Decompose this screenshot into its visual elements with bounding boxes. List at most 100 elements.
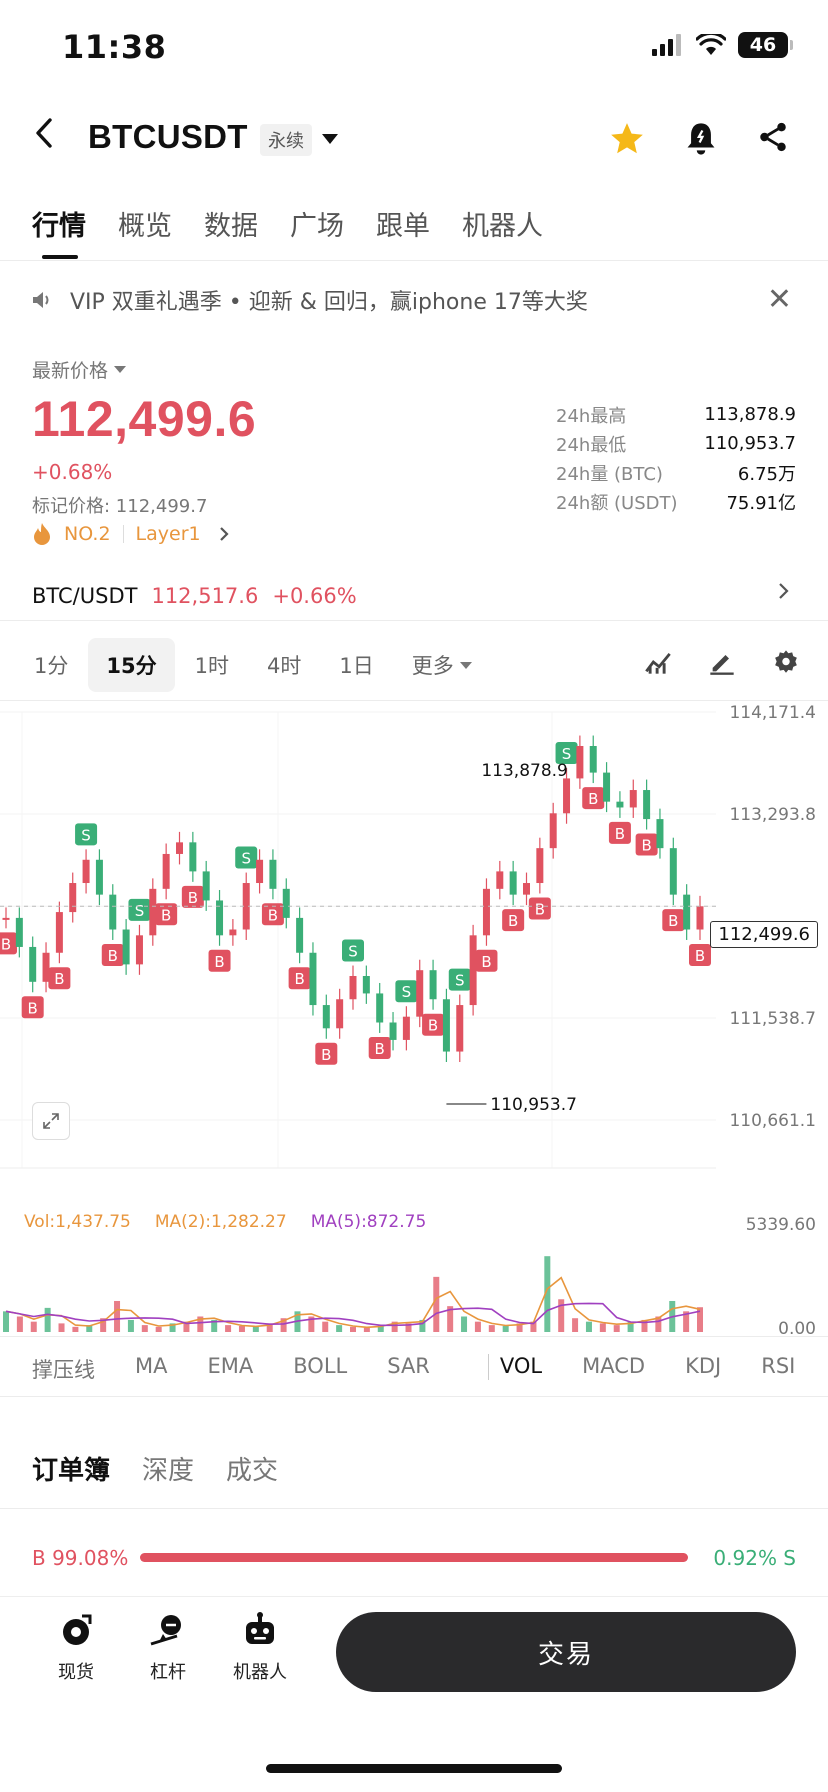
close-icon[interactable]: ✕	[766, 282, 792, 317]
tab-orderbook[interactable]: 订单簿	[32, 1456, 111, 1486]
spot-price: 112,517.6	[151, 584, 259, 608]
last-price-label[interactable]: 最新价格	[32, 356, 127, 383]
volume-bar	[58, 1323, 65, 1332]
tab-copy-trade[interactable]: 跟单	[376, 211, 430, 242]
stat-row-high: 24h最高 113,878.9	[556, 400, 796, 429]
volume-bar	[655, 1316, 662, 1332]
dropdown-caret-icon	[114, 366, 127, 373]
interval-4h[interactable]: 4时	[266, 654, 302, 678]
interval-15m[interactable]: 15分	[88, 638, 175, 692]
tab-overview[interactable]: 概览	[118, 211, 172, 242]
volume-bar	[697, 1307, 703, 1332]
volume-bar	[225, 1325, 232, 1332]
x-tick-label: 22:00	[530, 1178, 579, 1180]
volume-bar	[114, 1300, 121, 1332]
candle-body	[42, 952, 50, 982]
tab-depth[interactable]: 深度	[142, 1456, 195, 1486]
nav-robot-label: 机器人	[233, 1662, 287, 1683]
settings-gear-icon[interactable]	[772, 648, 800, 676]
stat-row-volume: 24h量 (BTC) 6.75万	[556, 458, 796, 487]
tab-market[interactable]: 行情	[32, 204, 86, 263]
indicator-ema[interactable]: EMA	[207, 1354, 254, 1378]
interval-1d[interactable]: 1日	[339, 654, 374, 678]
svg-text:S: S	[348, 943, 358, 961]
chart-top-divider	[0, 700, 828, 701]
back-arrow-icon[interactable]	[28, 116, 62, 150]
indicator-macd[interactable]: MACD	[582, 1354, 646, 1378]
svg-text:B: B	[321, 1046, 331, 1064]
volume-bar	[377, 1325, 384, 1332]
svg-text:B: B	[375, 1040, 385, 1058]
tab-square[interactable]: 广场	[290, 211, 344, 242]
category-tag[interactable]: Layer1	[135, 523, 201, 545]
symbol-dropdown-icon[interactable]	[322, 134, 338, 144]
buy-marker: B	[0, 932, 17, 955]
volume-bar	[16, 1316, 23, 1332]
spot-price-row[interactable]: BTC/USDT 112,517.6 +0.66%	[32, 584, 357, 608]
volume-bar	[461, 1316, 468, 1332]
stat-label: 24h额 (USDT)	[556, 492, 678, 514]
indicator-sar[interactable]: SAR	[387, 1354, 430, 1378]
sell-marker: S	[555, 741, 578, 764]
indicator-divider	[0, 1396, 828, 1397]
candle-body	[643, 790, 651, 820]
announcement-bar[interactable]: VIP 双重礼遇季 • 迎新 & 回归，赢iphone 17等大奖	[30, 284, 588, 316]
volume-legend: Vol:1,437.75 MA(2):1,282.27 MA(5):872.75	[24, 1212, 426, 1232]
volume-bar	[238, 1325, 245, 1332]
main-tabs: 行情 概览 数据 广场 跟单 机器人	[32, 204, 543, 263]
indicator-chart-icon[interactable]	[644, 648, 672, 676]
share-icon[interactable]	[756, 120, 790, 154]
nav-margin[interactable]: 杠杆	[128, 1612, 208, 1684]
spot-change: +0.66%	[272, 584, 357, 608]
tab-data[interactable]: 数据	[204, 211, 258, 242]
volume-bar	[558, 1299, 565, 1332]
tag-separator	[122, 525, 124, 543]
interval-1h[interactable]: 1时	[194, 654, 229, 678]
trade-button[interactable]: 交易	[336, 1612, 796, 1692]
bottom-action-bar	[0, 1596, 828, 1696]
candle-body	[362, 976, 370, 994]
svg-text:B: B	[161, 906, 171, 924]
interval-more[interactable]: 更多	[394, 638, 490, 692]
candle-body	[549, 813, 557, 849]
candle-body	[656, 819, 664, 849]
svg-text:S: S	[135, 902, 145, 920]
chevron-right-icon[interactable]	[217, 525, 231, 543]
sell-ratio: 0.92% S	[713, 1546, 796, 1570]
interval-1m[interactable]: 1分	[34, 654, 69, 678]
sell-marker: S	[448, 968, 471, 991]
indicator-support-resistance[interactable]: 撑压线	[32, 1358, 95, 1382]
candle-body	[122, 929, 130, 965]
nav-robot[interactable]: 机器人	[220, 1612, 300, 1684]
candle-body	[336, 999, 344, 1029]
indicator-boll[interactable]: BOLL	[293, 1354, 348, 1378]
favorite-star-icon[interactable]	[608, 120, 646, 158]
vol-ma2: MA(2):1,282.27	[154, 1212, 287, 1232]
svg-text:B: B	[214, 953, 224, 971]
fullscreen-expand-icon[interactable]	[32, 1102, 70, 1140]
orderbook-divider	[0, 1508, 828, 1509]
candle-body	[176, 842, 183, 854]
candle-body	[482, 888, 490, 936]
nav-spot[interactable]: 现货	[36, 1612, 116, 1684]
candle-body	[456, 1005, 464, 1052]
buy-marker: B	[208, 949, 231, 972]
wifi-icon	[696, 34, 726, 55]
interval-more-label: 更多	[411, 654, 454, 678]
candle-body	[603, 772, 611, 802]
price-alert-bell-icon[interactable]	[684, 120, 718, 158]
rank-tag[interactable]: NO.2	[64, 523, 111, 545]
indicator-rsi[interactable]: RSI	[761, 1354, 796, 1378]
indicator-ma[interactable]: MA	[135, 1354, 168, 1378]
indicator-kdj[interactable]: KDJ	[685, 1354, 722, 1378]
indicator-vol[interactable]: VOL	[499, 1354, 543, 1378]
tab-bots[interactable]: 机器人	[462, 211, 543, 242]
tab-trades[interactable]: 成交	[226, 1456, 279, 1486]
draw-pen-icon[interactable]	[708, 648, 736, 676]
vol-axis-max: 5339.60	[746, 1215, 816, 1235]
symbol-title[interactable]: BTCUSDT	[88, 118, 248, 155]
chevron-right-icon[interactable]	[776, 580, 792, 602]
volume-chart[interactable]: 5339.60 0.00	[0, 1200, 828, 1340]
svg-text:B: B	[1, 935, 11, 953]
